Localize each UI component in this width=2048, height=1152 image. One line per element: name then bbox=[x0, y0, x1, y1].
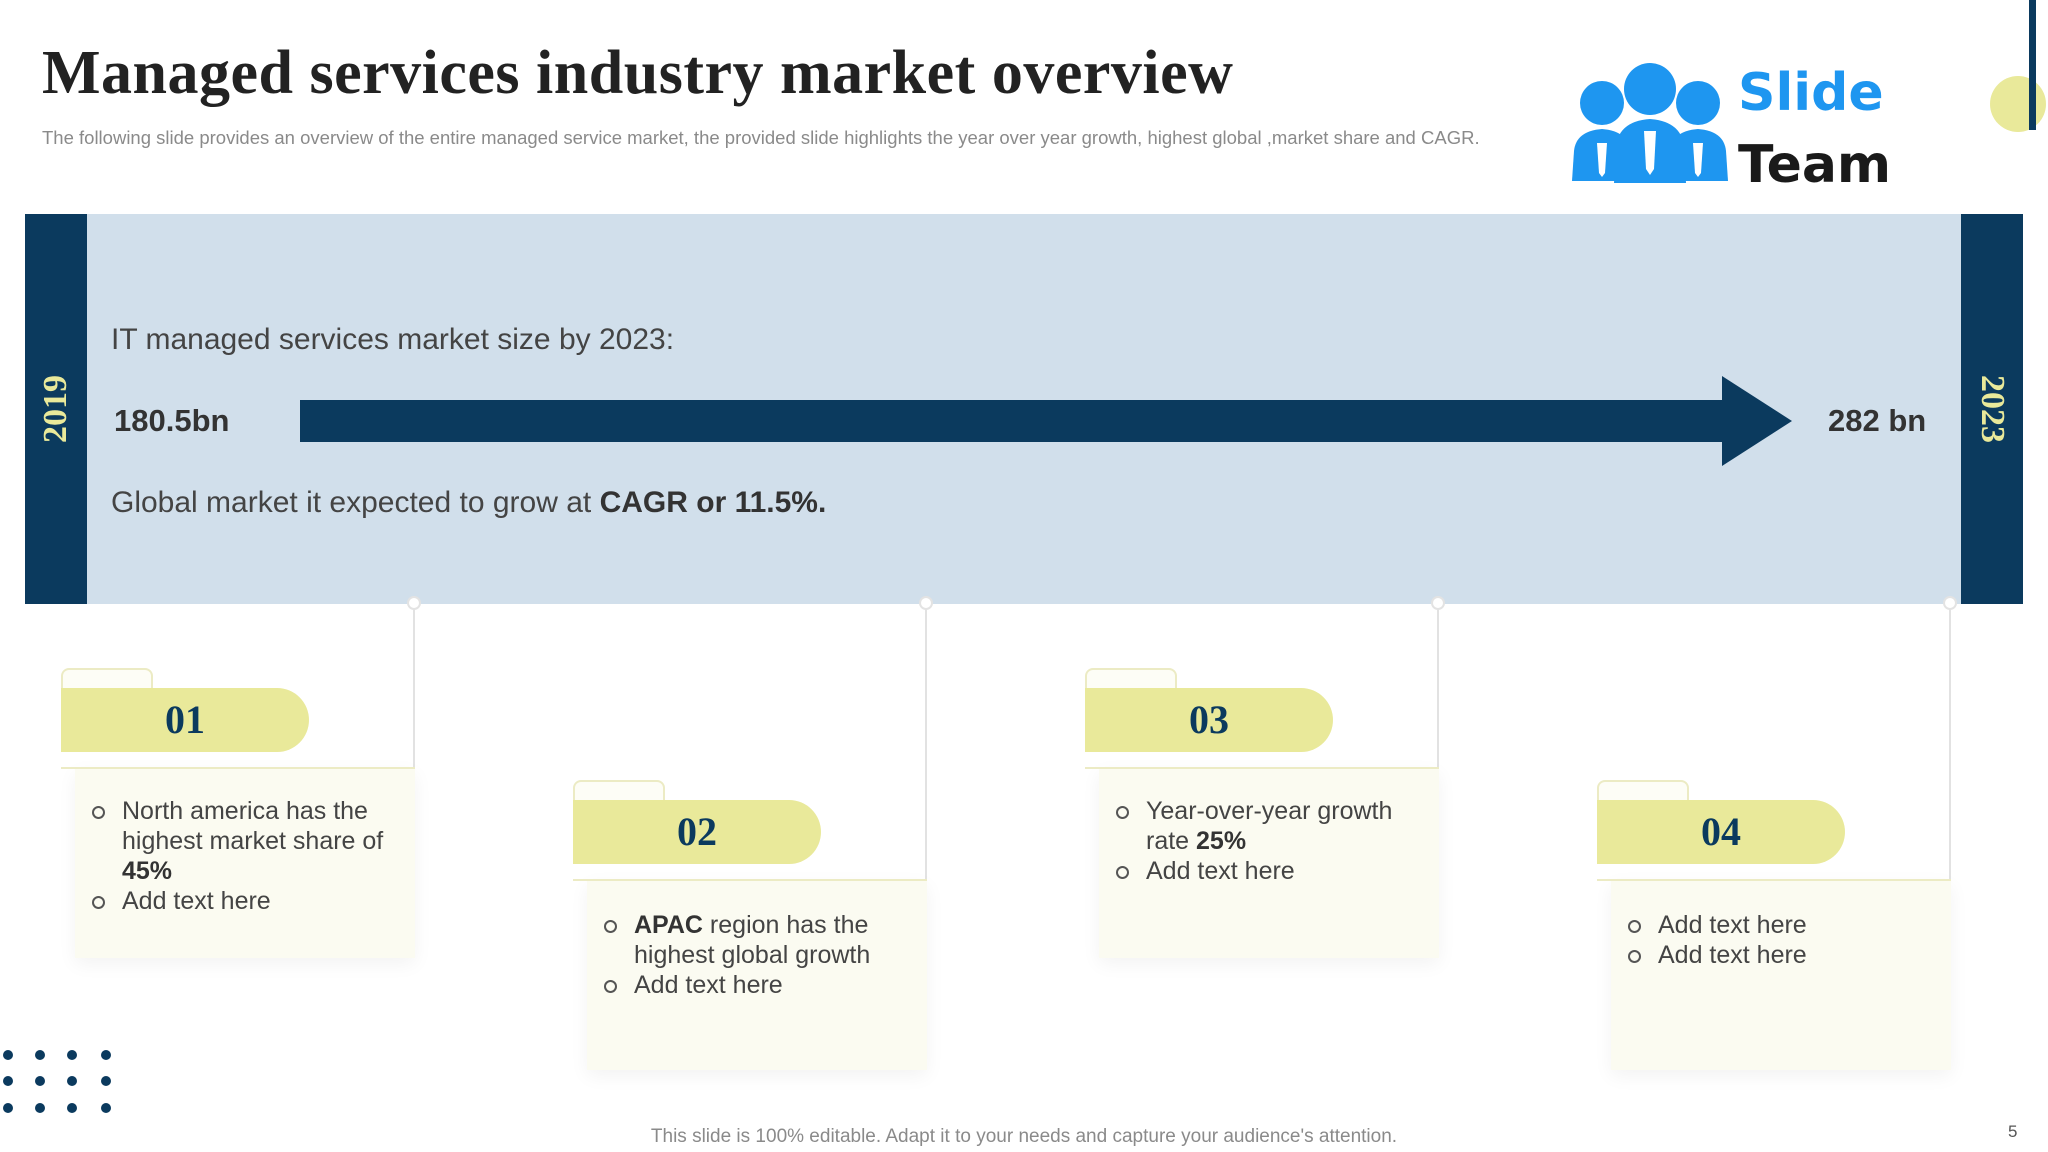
card-tab bbox=[573, 780, 665, 802]
logo-text-team: Team bbox=[1738, 135, 1892, 195]
card-tab bbox=[61, 668, 153, 690]
decorative-circle bbox=[1990, 76, 2046, 132]
connector-line bbox=[925, 604, 927, 880]
year-band-end: 2023 bbox=[1961, 214, 2023, 604]
page-number: 5 bbox=[2008, 1122, 2018, 1141]
logo-text-slide: Slide bbox=[1738, 63, 1884, 123]
slideteam-logo: Slide Team bbox=[1570, 55, 1910, 195]
connector-node bbox=[919, 596, 933, 610]
page-title: Managed services industry market overvie… bbox=[42, 39, 1234, 107]
card-bullets: Year-over-year growth rate 25% Add text … bbox=[1116, 796, 1426, 886]
card-bullets: APAC region has the highest global growt… bbox=[604, 910, 924, 1000]
card-divider bbox=[1085, 767, 1439, 769]
growth-arrow-icon bbox=[300, 376, 1792, 466]
bullet-item: Add text here bbox=[1116, 856, 1426, 886]
card-divider bbox=[573, 879, 927, 881]
card-04 bbox=[1611, 880, 1951, 1070]
footer-note: This slide is 100% editable. Adapt it to… bbox=[650, 1126, 1398, 1147]
people-icon bbox=[1572, 63, 1728, 183]
connector-node bbox=[1431, 596, 1445, 610]
bullet-item: Add text here bbox=[92, 886, 392, 916]
bullet-item: Year-over-year growth rate 25% bbox=[1116, 796, 1426, 856]
card-bullets: Add text here Add text here bbox=[1628, 910, 1938, 970]
start-value: 180.5bn bbox=[114, 403, 230, 438]
cagr-statement: Global market it expected to grow at CAG… bbox=[111, 486, 826, 520]
card-number: 02 bbox=[677, 809, 717, 854]
decorative-bar bbox=[2029, 0, 2036, 130]
year-band-start: 2019 bbox=[25, 214, 87, 604]
bullet-item: Add text here bbox=[1628, 940, 1938, 970]
connector-line bbox=[413, 604, 415, 768]
card-02 bbox=[587, 880, 927, 1070]
bullet-item: North america has the highest market sha… bbox=[92, 796, 392, 886]
card-number: 03 bbox=[1189, 697, 1229, 742]
cagr-prefix: Global market it expected to grow at bbox=[111, 486, 600, 519]
card-03 bbox=[1099, 768, 1439, 958]
card-number-pill: 04 bbox=[1597, 800, 1845, 864]
card-01 bbox=[75, 768, 415, 958]
connector-line bbox=[1949, 604, 1951, 880]
bullet-item: APAC region has the highest global growt… bbox=[604, 910, 924, 970]
bullet-item: Add text here bbox=[1628, 910, 1938, 940]
connector-node bbox=[1943, 596, 1957, 610]
cagr-value: CAGR or 11.5%. bbox=[599, 486, 827, 519]
end-value: 282 bn bbox=[1828, 403, 1927, 438]
connector-node bbox=[407, 596, 421, 610]
dot-grid-decoration bbox=[3, 1050, 111, 1113]
card-bullets: North america has the highest market sha… bbox=[92, 796, 392, 916]
card-number-pill: 01 bbox=[61, 688, 309, 752]
year-start-label: 2019 bbox=[37, 375, 74, 443]
market-size-label: IT managed services market size by 2023: bbox=[111, 323, 675, 356]
card-number-pill: 03 bbox=[1085, 688, 1333, 752]
card-tab bbox=[1085, 668, 1177, 690]
card-divider bbox=[1597, 879, 1951, 881]
bullet-item: Add text here bbox=[604, 970, 924, 1000]
card-number: 04 bbox=[1701, 809, 1741, 854]
card-number: 01 bbox=[165, 697, 205, 742]
year-end-label: 2023 bbox=[1974, 375, 2011, 443]
card-divider bbox=[61, 767, 415, 769]
card-tab bbox=[1597, 780, 1689, 802]
card-number-pill: 02 bbox=[573, 800, 821, 864]
connector-line bbox=[1437, 604, 1439, 768]
page-subtitle: The following slide provides an overview… bbox=[42, 127, 1480, 148]
